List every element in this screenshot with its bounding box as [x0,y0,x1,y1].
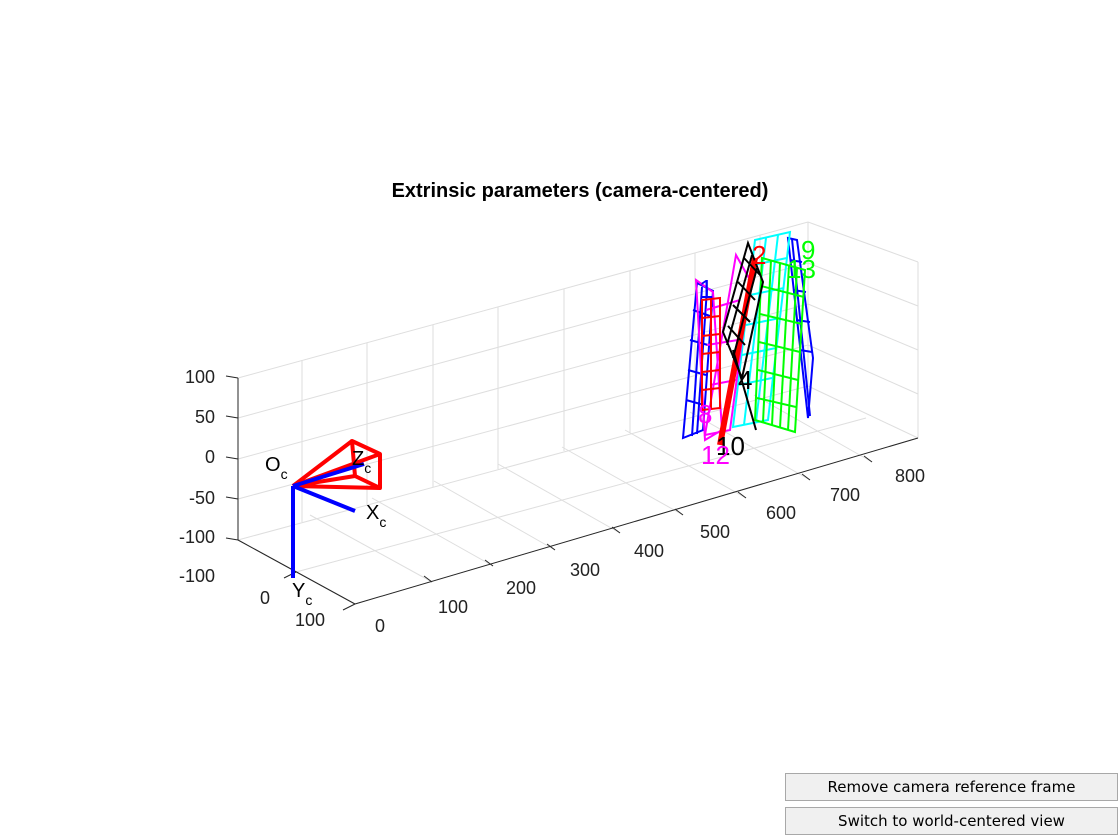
board-label: 10 [716,431,745,461]
camera-axes [291,462,365,578]
depth-tick-label: 0 [375,616,385,636]
board-green-mesh [753,256,807,434]
x-tick-label: -100 [179,566,215,586]
y-axis-label: Yc [292,580,312,608]
x-axis-label: Xc [366,502,386,530]
z-tick-label: -50 [189,488,215,508]
z-tick-label: -100 [179,527,215,547]
board-label: 8 [698,399,712,429]
depth-tick-label: 200 [506,578,536,598]
depth-tick-label: 100 [438,597,468,617]
x-tick-label: 0 [260,588,270,608]
board-label: 1 [699,274,713,304]
depth-tick-label: 500 [700,522,730,542]
board-label: 9 [801,235,815,265]
z-axis-label: Zc [352,448,371,476]
grid-lines [237,221,919,605]
board-label: 12 [701,440,730,470]
board-label: 13 [787,254,816,284]
calibration-boards [681,230,815,446]
depth-tick-label: 800 [895,466,925,486]
z-tick-label: 100 [185,367,215,387]
board-label: 4 [738,365,752,395]
depth-tick-label: 400 [634,541,664,561]
board-red-mesh [701,257,758,446]
origin-label: Oc [265,454,288,482]
z-tick-label: 0 [205,447,215,467]
z-tick-label: 50 [195,407,215,427]
depth-tick-label: 700 [830,485,860,505]
depth-tick-label: 300 [570,560,600,580]
remove-camera-frame-button[interactable]: Remove camera reference frame [785,773,1118,801]
depth-tick-label: 600 [766,503,796,523]
board-black-mesh [721,239,765,431]
board-label: 2 [752,240,766,270]
switch-view-button[interactable]: Switch to world-centered view [785,807,1118,835]
axis-ticks [225,375,873,611]
figure-title: Extrinsic parameters (camera-centered) [391,180,769,202]
x-tick-label: 100 [295,610,325,630]
